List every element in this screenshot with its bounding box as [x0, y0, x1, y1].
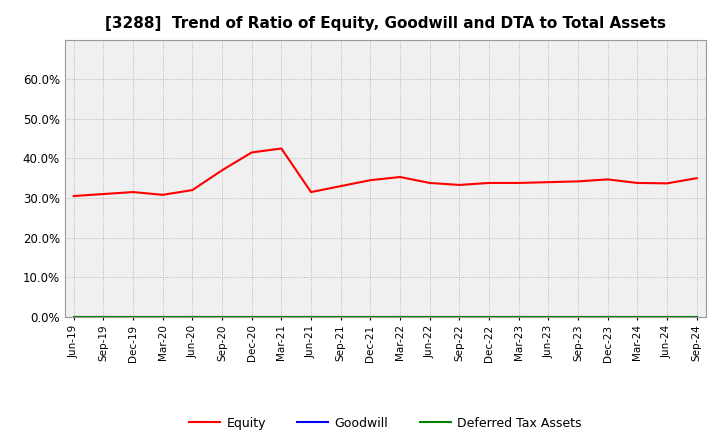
Equity	[307, 189, 315, 194]
Deferred Tax Assets	[633, 314, 642, 319]
Goodwill	[514, 314, 523, 319]
Goodwill	[455, 314, 464, 319]
Goodwill	[633, 314, 642, 319]
Deferred Tax Assets	[248, 314, 256, 319]
Equity	[662, 181, 671, 186]
Goodwill	[603, 314, 612, 319]
Equity	[277, 146, 286, 151]
Goodwill	[485, 314, 493, 319]
Deferred Tax Assets	[485, 314, 493, 319]
Goodwill	[396, 314, 405, 319]
Equity	[514, 180, 523, 186]
Title: [3288]  Trend of Ratio of Equity, Goodwill and DTA to Total Assets: [3288] Trend of Ratio of Equity, Goodwil…	[104, 16, 666, 32]
Goodwill	[158, 314, 167, 319]
Equity	[603, 177, 612, 182]
Goodwill	[277, 314, 286, 319]
Equity	[336, 183, 345, 189]
Deferred Tax Assets	[426, 314, 434, 319]
Deferred Tax Assets	[69, 314, 78, 319]
Equity	[248, 150, 256, 155]
Equity	[188, 187, 197, 193]
Deferred Tax Assets	[396, 314, 405, 319]
Equity	[99, 191, 108, 197]
Goodwill	[188, 314, 197, 319]
Equity	[69, 193, 78, 198]
Equity	[485, 180, 493, 186]
Equity	[217, 168, 226, 173]
Deferred Tax Assets	[514, 314, 523, 319]
Equity	[158, 192, 167, 198]
Goodwill	[248, 314, 256, 319]
Equity	[366, 177, 374, 183]
Deferred Tax Assets	[366, 314, 374, 319]
Deferred Tax Assets	[336, 314, 345, 319]
Equity	[426, 180, 434, 186]
Goodwill	[366, 314, 374, 319]
Goodwill	[574, 314, 582, 319]
Goodwill	[217, 314, 226, 319]
Equity	[129, 189, 138, 194]
Deferred Tax Assets	[217, 314, 226, 319]
Deferred Tax Assets	[603, 314, 612, 319]
Deferred Tax Assets	[158, 314, 167, 319]
Goodwill	[693, 314, 701, 319]
Goodwill	[69, 314, 78, 319]
Deferred Tax Assets	[277, 314, 286, 319]
Equity	[544, 180, 553, 185]
Deferred Tax Assets	[307, 314, 315, 319]
Equity	[396, 174, 405, 180]
Equity	[693, 176, 701, 181]
Goodwill	[426, 314, 434, 319]
Equity	[574, 179, 582, 184]
Deferred Tax Assets	[544, 314, 553, 319]
Deferred Tax Assets	[662, 314, 671, 319]
Line: Equity: Equity	[73, 148, 697, 196]
Equity	[633, 180, 642, 186]
Deferred Tax Assets	[693, 314, 701, 319]
Equity	[455, 182, 464, 187]
Goodwill	[544, 314, 553, 319]
Deferred Tax Assets	[188, 314, 197, 319]
Legend: Equity, Goodwill, Deferred Tax Assets: Equity, Goodwill, Deferred Tax Assets	[184, 412, 587, 435]
Goodwill	[662, 314, 671, 319]
Goodwill	[336, 314, 345, 319]
Deferred Tax Assets	[455, 314, 464, 319]
Goodwill	[99, 314, 108, 319]
Goodwill	[307, 314, 315, 319]
Deferred Tax Assets	[574, 314, 582, 319]
Goodwill	[129, 314, 138, 319]
Deferred Tax Assets	[99, 314, 108, 319]
Deferred Tax Assets	[129, 314, 138, 319]
